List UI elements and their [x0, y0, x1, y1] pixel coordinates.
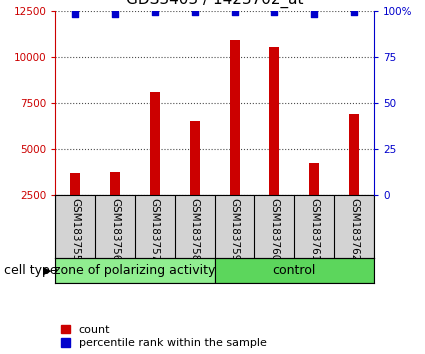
Point [72, 11, 79, 17]
Text: cell type: cell type [4, 264, 58, 277]
Bar [349, 114, 359, 195]
Bar [70, 173, 80, 195]
Text: control: control [272, 264, 316, 277]
Bar [269, 47, 279, 195]
Point [271, 10, 278, 15]
Text: GSM183762: GSM183762 [349, 198, 359, 261]
Text: ▶: ▶ [42, 266, 51, 276]
Point [231, 9, 238, 15]
Bar [215, 258, 374, 283]
Text: GSM183759: GSM183759 [230, 198, 240, 261]
Point [112, 11, 119, 17]
Bar [110, 172, 120, 195]
Point [151, 10, 158, 15]
Text: GSM183760: GSM183760 [269, 198, 279, 261]
Bar [190, 121, 200, 195]
Bar [309, 164, 319, 195]
Bar [230, 40, 240, 195]
Point [311, 11, 317, 17]
Text: GSM183755: GSM183755 [70, 198, 80, 261]
Text: GSM183758: GSM183758 [190, 198, 200, 261]
Text: GSM183756: GSM183756 [110, 198, 120, 261]
Point [351, 10, 357, 15]
Text: GSM183757: GSM183757 [150, 198, 160, 261]
Bar [150, 92, 160, 195]
Text: GSM183761: GSM183761 [309, 198, 319, 261]
Legend: count, percentile rank within the sample: count, percentile rank within the sample [61, 325, 266, 348]
Title: GDS3403 / 1423702_at: GDS3403 / 1423702_at [126, 0, 303, 8]
Text: zone of polarizing activity: zone of polarizing activity [54, 264, 215, 277]
Point [191, 10, 198, 15]
Bar [55, 258, 215, 283]
